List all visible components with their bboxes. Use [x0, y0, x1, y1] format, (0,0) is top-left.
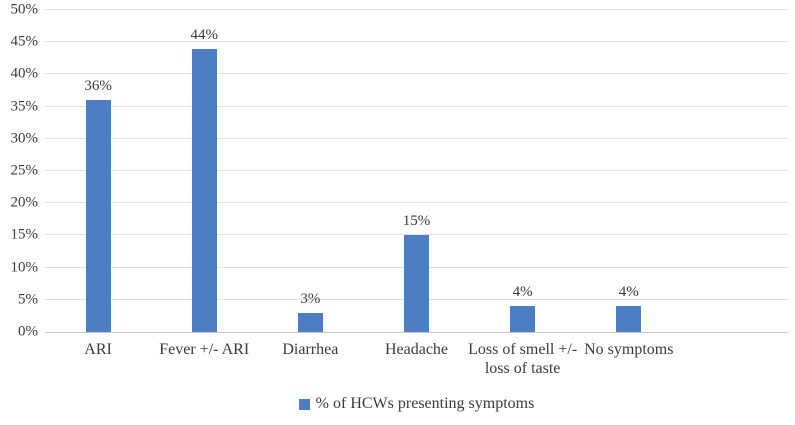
y-axis-tick-label-50: 50%: [10, 1, 39, 18]
bar-ari: [85, 100, 111, 332]
y-axis-labels: 0% 5% 10% 15% 20% 25% 30% 35% 40% 45% 50%: [0, 2, 39, 340]
y-axis-tick-label-35: 35%: [10, 98, 39, 115]
x-axis-label-ari: ARI: [84, 341, 112, 358]
y-axis-tick-label-20: 20%: [10, 194, 39, 211]
y-axis-tick-label-15: 15%: [10, 226, 39, 243]
legend-label: % of HCWs presenting symptoms: [315, 395, 535, 412]
bar-value-label-headache: 15%: [402, 213, 431, 230]
bar-value-label-no-symptoms: 4%: [618, 284, 639, 301]
bar-headache: [404, 235, 429, 332]
gridline-40: [45, 73, 788, 75]
plot-area: 36% 44% 3% 15% 4% 4%: [45, 9, 788, 333]
gridline-50: [45, 9, 788, 10]
y-axis-tick-label-5: 5%: [18, 291, 38, 308]
chart-legend: % of HCWs presenting symptoms: [45, 394, 788, 414]
gridline-20: [45, 202, 788, 204]
x-axis-labels: ARI Fever +/- ARI Diarrhea Headache Loss of …: [45, 340, 788, 380]
bar-fever-ari: [191, 48, 217, 332]
y-axis-tick-label-40: 40%: [10, 65, 39, 82]
legend-swatch: [298, 398, 310, 410]
y-axis-tick-label-25: 25%: [10, 162, 39, 179]
bar-no-symptoms: [616, 306, 642, 332]
x-axis-label-fever-ari: Fever +/- ARI: [159, 341, 250, 358]
y-axis-tick-label-10: 10%: [10, 259, 39, 276]
y-axis-tick-label-0: 0%: [18, 323, 38, 340]
y-axis-tick-label-45: 45%: [10, 33, 39, 50]
y-axis-tick-label-30: 30%: [10, 130, 39, 147]
bar-value-label-ari: 36%: [84, 78, 112, 95]
x-axis-label-diarrhea: Diarrhea: [282, 341, 339, 358]
x-axis-label-loss-of-smell-loss-of-taste: Loss of smell +/- loss of taste: [468, 341, 578, 377]
x-axis-label-headache: Headache: [384, 341, 449, 358]
bar-loss-of-smell-loss-of-taste: [510, 306, 536, 332]
bar-value-label-diarrhea: 3%: [300, 290, 321, 307]
gridline-45: [45, 41, 788, 43]
gridline-30: [45, 137, 788, 139]
bar-value-label-fever-ari: 44%: [190, 26, 218, 43]
x-axis-label-no-symptoms: No symptoms: [584, 341, 674, 358]
gridline-15: [45, 234, 788, 236]
gridline-35: [45, 105, 788, 107]
bar-value-label-loss-of-smell-loss-of-taste: 4%: [512, 284, 533, 301]
x-axis-line: [45, 332, 788, 333]
bar-diarrhea: [297, 312, 323, 332]
gridline-25: [45, 170, 788, 171]
